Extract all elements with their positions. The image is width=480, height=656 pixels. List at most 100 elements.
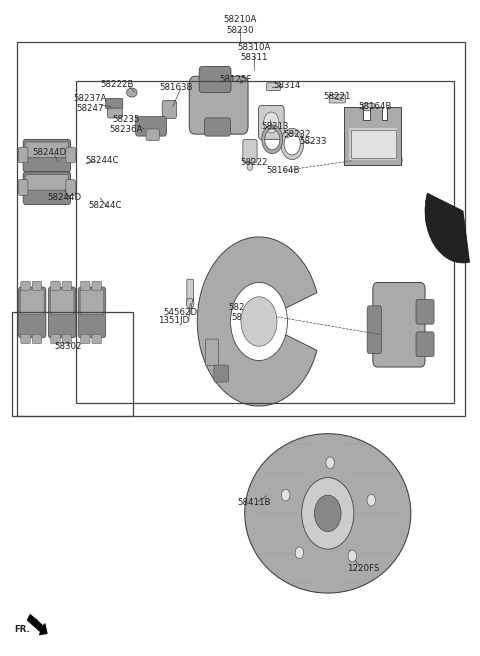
FancyBboxPatch shape	[62, 335, 72, 344]
Bar	[350, 130, 396, 158]
Circle shape	[264, 112, 279, 133]
FancyBboxPatch shape	[80, 289, 104, 314]
Text: 58244C: 58244C	[88, 201, 121, 210]
Text: 54562D: 54562D	[164, 308, 198, 317]
Text: 58164B: 58164B	[359, 102, 392, 112]
FancyBboxPatch shape	[51, 281, 60, 290]
FancyBboxPatch shape	[92, 281, 101, 290]
FancyBboxPatch shape	[23, 172, 71, 205]
FancyBboxPatch shape	[219, 77, 234, 85]
FancyBboxPatch shape	[108, 108, 122, 118]
Text: FR.: FR.	[14, 625, 30, 634]
Circle shape	[301, 478, 354, 549]
Text: 58210A
58230: 58210A 58230	[223, 15, 257, 35]
Circle shape	[281, 489, 290, 501]
FancyBboxPatch shape	[266, 83, 280, 91]
FancyBboxPatch shape	[48, 287, 76, 338]
FancyBboxPatch shape	[416, 332, 434, 357]
FancyBboxPatch shape	[199, 66, 231, 92]
FancyBboxPatch shape	[18, 287, 46, 338]
FancyBboxPatch shape	[362, 104, 375, 111]
Text: 58164B: 58164B	[266, 166, 300, 175]
FancyBboxPatch shape	[18, 147, 28, 163]
FancyBboxPatch shape	[329, 94, 345, 103]
Text: 58237A
58247: 58237A 58247	[74, 94, 107, 113]
FancyBboxPatch shape	[32, 281, 42, 290]
Bar	[12, 312, 133, 416]
FancyBboxPatch shape	[50, 289, 74, 314]
Circle shape	[348, 550, 357, 562]
FancyBboxPatch shape	[92, 335, 101, 344]
Text: 58221: 58221	[324, 92, 351, 101]
Circle shape	[367, 495, 375, 506]
Text: 58222: 58222	[240, 157, 268, 167]
FancyBboxPatch shape	[21, 281, 30, 290]
FancyBboxPatch shape	[25, 142, 69, 157]
Circle shape	[230, 283, 288, 361]
FancyBboxPatch shape	[367, 306, 382, 354]
Text: 58302: 58302	[54, 342, 82, 351]
FancyBboxPatch shape	[23, 139, 71, 172]
FancyBboxPatch shape	[243, 139, 257, 163]
Polygon shape	[344, 107, 401, 165]
Text: 1351JD: 1351JD	[158, 316, 189, 325]
Text: 58244D: 58244D	[48, 194, 82, 203]
Text: 58244D: 58244D	[32, 148, 66, 157]
FancyBboxPatch shape	[62, 281, 72, 290]
FancyBboxPatch shape	[21, 335, 30, 344]
Circle shape	[314, 495, 341, 531]
Circle shape	[241, 297, 277, 346]
Text: 58314: 58314	[274, 81, 301, 90]
FancyBboxPatch shape	[18, 180, 28, 195]
FancyBboxPatch shape	[146, 129, 159, 140]
Circle shape	[186, 298, 194, 308]
FancyBboxPatch shape	[66, 180, 75, 195]
Text: 58213: 58213	[262, 122, 289, 131]
FancyBboxPatch shape	[416, 299, 434, 324]
FancyBboxPatch shape	[136, 117, 167, 136]
FancyBboxPatch shape	[81, 281, 90, 290]
FancyBboxPatch shape	[81, 335, 90, 344]
Bar	[17, 42, 466, 416]
Wedge shape	[425, 193, 469, 263]
FancyBboxPatch shape	[373, 283, 425, 367]
Text: 58222B: 58222B	[100, 79, 133, 89]
Text: 58310A
58311: 58310A 58311	[238, 43, 271, 62]
FancyBboxPatch shape	[25, 174, 69, 190]
FancyBboxPatch shape	[32, 335, 42, 344]
FancyBboxPatch shape	[51, 335, 60, 344]
FancyArrow shape	[27, 615, 47, 634]
Text: 58125F: 58125F	[219, 75, 252, 84]
FancyBboxPatch shape	[204, 118, 230, 136]
Text: 58411B: 58411B	[238, 498, 271, 507]
Text: 58243A
58244: 58243A 58244	[228, 302, 262, 322]
Wedge shape	[281, 129, 303, 159]
FancyBboxPatch shape	[20, 289, 44, 314]
Text: 1220FS: 1220FS	[347, 564, 380, 573]
Text: 58233: 58233	[300, 137, 327, 146]
FancyBboxPatch shape	[205, 339, 219, 366]
FancyBboxPatch shape	[106, 98, 123, 109]
FancyBboxPatch shape	[259, 106, 284, 139]
FancyBboxPatch shape	[214, 365, 228, 382]
FancyBboxPatch shape	[162, 100, 177, 119]
Text: 58163B: 58163B	[159, 83, 192, 92]
Wedge shape	[197, 237, 317, 406]
Circle shape	[396, 156, 402, 164]
FancyBboxPatch shape	[66, 147, 75, 163]
Wedge shape	[262, 125, 283, 154]
Ellipse shape	[245, 434, 411, 593]
Bar	[76, 81, 454, 403]
Bar	[349, 128, 396, 160]
Text: 58235
58236A: 58235 58236A	[109, 115, 143, 134]
FancyBboxPatch shape	[187, 279, 193, 301]
Ellipse shape	[127, 88, 137, 97]
Circle shape	[247, 163, 253, 171]
Text: 58244C: 58244C	[85, 155, 119, 165]
FancyBboxPatch shape	[189, 76, 248, 134]
Circle shape	[295, 547, 304, 559]
Circle shape	[346, 156, 352, 164]
Text: 58232: 58232	[283, 130, 311, 138]
Circle shape	[326, 457, 335, 468]
FancyBboxPatch shape	[78, 287, 106, 338]
